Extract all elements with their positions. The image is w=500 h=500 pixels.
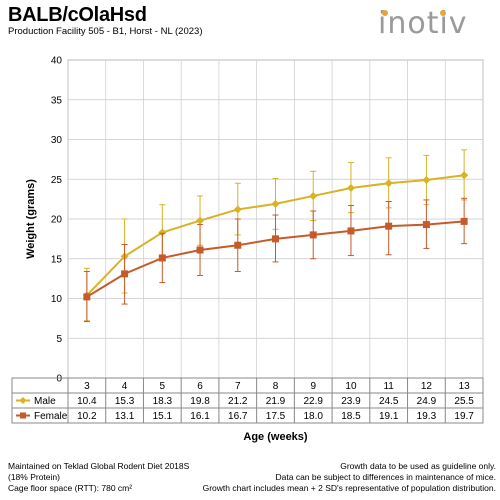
data-point-female	[422, 221, 430, 229]
footer-cage-line: Cage floor space (RTT): 780 cm²	[8, 483, 133, 493]
y-axis-label: Weight (grams)	[25, 179, 37, 259]
footer-diet-line: Maintained on Teklad Global Rodent Diet …	[8, 461, 190, 471]
data-point-female	[121, 270, 129, 278]
data-point-female	[385, 222, 393, 230]
table-cell-female: 16.1	[190, 411, 210, 422]
data-point-female	[272, 235, 279, 243]
chart-title: BALB/cOlaHsd	[8, 4, 147, 26]
data-point-female	[83, 293, 91, 301]
table-cell-male: 10.4	[77, 396, 97, 407]
data-point-male	[271, 199, 280, 208]
y-tick-label: 5	[56, 334, 62, 345]
table-cell-male: 22.9	[303, 396, 323, 407]
y-tick-label: 35	[51, 95, 63, 106]
data-point-female	[460, 217, 468, 225]
footer-guideline-line: Growth data to be used as guideline only…	[340, 461, 496, 471]
x-tick-label: 10	[345, 381, 357, 392]
table-cell-female: 19.7	[454, 411, 474, 422]
table-cell-female: 16.7	[228, 411, 248, 422]
footer-notes-left: Maintained on Teklad Global Rodent Diet …	[8, 461, 189, 494]
data-point-female	[347, 227, 355, 235]
table-cell-male: 15.3	[115, 396, 135, 407]
table-cell-female: 18.5	[341, 411, 361, 422]
brand-logo: inotiv	[378, 6, 478, 42]
data-point-male	[158, 228, 167, 237]
table-cell-female: 13.1	[115, 411, 135, 422]
table-cell-male: 21.9	[266, 396, 286, 407]
table-cell-female: 19.1	[379, 411, 399, 422]
table-cell-male: 19.8	[190, 396, 210, 407]
x-tick-label: 13	[459, 381, 471, 392]
table-cell-male: 24.5	[379, 396, 399, 407]
data-point-male	[384, 179, 393, 188]
y-tick-label: 15	[51, 254, 63, 265]
data-point-female	[234, 241, 242, 249]
data-point-male	[346, 183, 355, 192]
x-tick-label: 8	[273, 381, 279, 392]
y-tick-label: 20	[51, 215, 63, 226]
x-tick-label: 3	[84, 381, 90, 392]
y-tick-label: 30	[51, 135, 63, 146]
logo-dot-1	[440, 10, 446, 16]
legend-entry-male: Male	[34, 396, 56, 407]
table-cell-female: 19.3	[417, 411, 437, 422]
footer-maintenance-line: Data can be subject to differences in ma…	[275, 472, 497, 482]
x-axis-label: Age (weeks)	[243, 431, 308, 443]
x-tick-label: 6	[197, 381, 203, 392]
table-cell-female: 10.2	[77, 411, 97, 422]
x-tick-label: 5	[160, 381, 166, 392]
data-point-male	[196, 216, 205, 225]
table-cell-male: 21.2	[228, 396, 248, 407]
y-tick-label: 25	[51, 175, 63, 186]
table-cell-male: 18.3	[153, 396, 173, 407]
data-point-female	[196, 246, 204, 254]
table-cell-male: 23.9	[341, 396, 361, 407]
x-tick-label: 12	[421, 381, 433, 392]
table-cell-male: 25.5	[454, 396, 474, 407]
legend-key-marker	[19, 397, 27, 404]
chart-subtitle: Production Facility 505 - B1, Horst - NL…	[8, 26, 203, 37]
logo-dot-0	[382, 10, 388, 16]
legend-entry-female: Female	[34, 411, 68, 422]
table-cell-female: 15.1	[153, 411, 173, 422]
y-tick-label: 0	[56, 374, 62, 385]
x-tick-label: 9	[310, 381, 316, 392]
logo-text: inotiv	[378, 6, 468, 41]
footer-sd-line: Growth chart includes mean + 2 SD's repr…	[202, 483, 496, 493]
legend-key-marker	[20, 412, 26, 419]
data-point-female	[158, 254, 166, 262]
y-tick-label: 40	[51, 56, 63, 67]
data-point-male	[460, 171, 469, 180]
footer-protein-line: (18% Protein)	[8, 472, 60, 482]
table-cell-female: 17.5	[266, 411, 286, 422]
x-tick-label: 4	[122, 381, 128, 392]
data-point-male	[233, 205, 242, 214]
table-cell-male: 24.9	[417, 396, 437, 407]
data-point-male	[309, 191, 318, 200]
x-tick-label: 11	[383, 381, 394, 392]
data-point-male	[422, 176, 431, 185]
footer-notes-right: Growth data to be used as guideline only…	[203, 461, 496, 494]
y-tick-label: 10	[51, 294, 63, 305]
data-point-female	[309, 231, 317, 239]
x-tick-label: 7	[235, 381, 241, 392]
table-cell-female: 18.0	[303, 411, 323, 422]
